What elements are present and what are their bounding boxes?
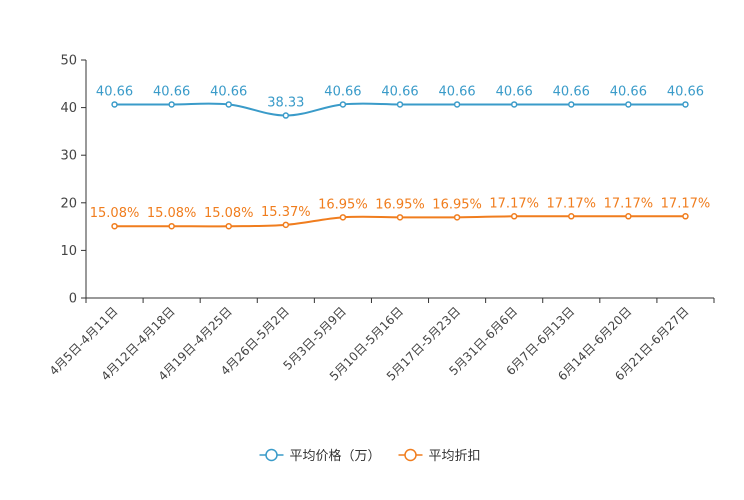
legend-label[interactable]: 平均折扣 <box>429 449 481 464</box>
data-label: 40.66 <box>324 84 361 99</box>
data-point[interactable] <box>396 101 404 108</box>
legend-marker[interactable] <box>265 448 278 462</box>
data-point[interactable] <box>225 222 232 230</box>
data-point[interactable] <box>225 101 232 108</box>
data-label: 16.95% <box>375 197 425 212</box>
legend-marker[interactable] <box>404 448 417 462</box>
data-point[interactable] <box>682 101 689 108</box>
data-label: 40.66 <box>553 84 590 99</box>
data-point[interactable] <box>111 222 118 230</box>
data-point[interactable] <box>339 214 347 221</box>
y-tick-label: 30 <box>60 149 77 164</box>
data-label: 15.37% <box>261 205 311 220</box>
y-tick-label: 50 <box>60 54 77 69</box>
data-point[interactable] <box>168 101 175 108</box>
data-label: 15.08% <box>204 206 254 221</box>
y-tick-label: 0 <box>69 292 77 307</box>
data-label: 17.17% <box>661 196 711 211</box>
data-point[interactable] <box>510 213 518 220</box>
data-label: 17.17% <box>546 196 596 211</box>
data-label: 15.08% <box>90 206 140 221</box>
data-point[interactable] <box>282 112 290 119</box>
data-label: 15.08% <box>147 206 197 221</box>
data-label: 40.66 <box>381 84 418 99</box>
data-point[interactable] <box>453 214 461 221</box>
data-label: 17.17% <box>604 196 654 211</box>
data-point[interactable] <box>510 101 518 108</box>
data-point[interactable] <box>339 101 347 108</box>
data-point[interactable] <box>682 213 689 220</box>
data-point[interactable] <box>625 101 632 108</box>
legend-label[interactable]: 平均价格（万） <box>290 448 381 464</box>
data-label: 38.33 <box>267 96 304 111</box>
data-label: 40.66 <box>496 84 533 99</box>
data-point[interactable] <box>282 221 290 229</box>
y-tick-label: 10 <box>60 244 77 259</box>
y-tick-label: 40 <box>60 101 77 116</box>
data-point[interactable] <box>168 222 175 230</box>
data-point[interactable] <box>568 213 575 220</box>
data-point[interactable] <box>111 101 118 108</box>
data-label: 40.66 <box>96 84 133 99</box>
y-tick-label: 20 <box>60 196 77 211</box>
data-point[interactable] <box>453 101 461 108</box>
data-label: 40.66 <box>667 84 704 99</box>
data-label: 40.66 <box>610 84 647 99</box>
data-point[interactable] <box>568 101 575 108</box>
data-label: 16.95% <box>432 197 482 212</box>
data-point[interactable] <box>625 213 632 220</box>
data-label: 40.66 <box>153 84 190 99</box>
data-label: 40.66 <box>210 84 247 99</box>
data-label: 17.17% <box>489 196 539 211</box>
data-label: 16.95% <box>318 197 368 212</box>
data-point[interactable] <box>396 214 404 221</box>
data-label: 40.66 <box>438 84 475 99</box>
